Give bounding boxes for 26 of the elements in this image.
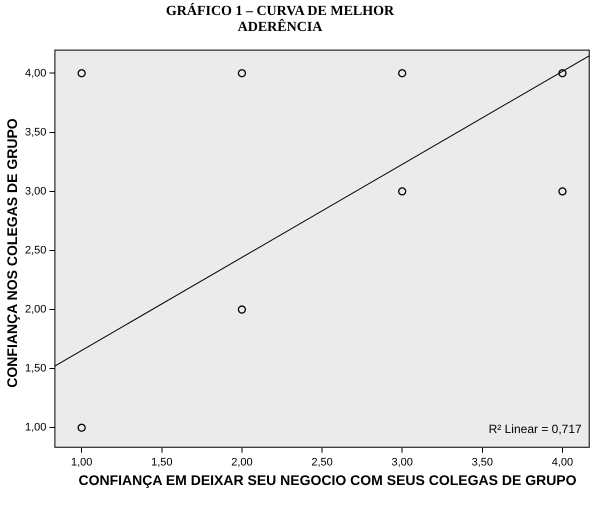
x-tick-label: 1,50 — [151, 456, 172, 468]
annotation: R² Linear = 0,717 — [488, 422, 582, 436]
y-tick-label: 1,50 — [24, 362, 46, 375]
y-tick-label: 3,00 — [24, 185, 46, 198]
x-tick-label: 1,00 — [70, 456, 92, 468]
point — [398, 187, 406, 196]
x-tick-label: 4,00 — [552, 456, 574, 468]
chart-title: GRÁFICO 1 – CURVA DE MELHOR ADERÊNCIA — [164, 4, 396, 36]
point — [238, 305, 246, 314]
y-tick-label: 2,50 — [24, 244, 46, 257]
y-tick-label: 4,00 — [24, 67, 46, 80]
x-axis-title: CONFIANÇA EM DEIXAR SEU NEGOCIO COM SEUS COLEGAS DE GRUPO — [77, 472, 578, 488]
point — [78, 424, 86, 432]
point — [238, 69, 246, 78]
x-tick-label: 2,00 — [231, 456, 253, 468]
x-tick-label: 2,50 — [311, 456, 333, 468]
y-axis-title: CONFIANÇA NOS COLEGAS DE GRUPO — [4, 117, 20, 390]
x-tick-label: 3,50 — [472, 456, 494, 468]
point — [558, 69, 567, 78]
point — [78, 69, 86, 78]
y-tick-label: 1,00 — [24, 422, 46, 434]
y-tick-label: 2,00 — [24, 304, 46, 316]
point — [558, 187, 567, 196]
point — [398, 69, 406, 78]
x-tick-label: 3,00 — [391, 456, 413, 468]
y-tick-label: 3,50 — [24, 126, 46, 138]
